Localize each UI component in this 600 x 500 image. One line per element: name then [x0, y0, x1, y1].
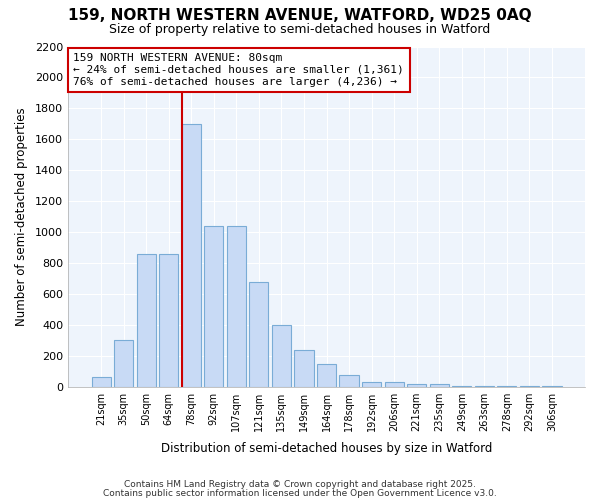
Text: 159 NORTH WESTERN AVENUE: 80sqm
← 24% of semi-detached houses are smaller (1,361: 159 NORTH WESTERN AVENUE: 80sqm ← 24% of… — [73, 54, 404, 86]
X-axis label: Distribution of semi-detached houses by size in Watford: Distribution of semi-detached houses by … — [161, 442, 492, 455]
Bar — [317, 364, 336, 386]
Text: 159, NORTH WESTERN AVENUE, WATFORD, WD25 0AQ: 159, NORTH WESTERN AVENUE, WATFORD, WD25… — [68, 8, 532, 22]
Text: Size of property relative to semi-detached houses in Watford: Size of property relative to semi-detach… — [109, 22, 491, 36]
Bar — [227, 226, 246, 386]
Bar — [385, 382, 404, 386]
Y-axis label: Number of semi-detached properties: Number of semi-detached properties — [15, 108, 28, 326]
Bar — [407, 384, 426, 386]
Bar — [159, 254, 178, 386]
Bar — [250, 282, 268, 387]
Bar — [340, 375, 359, 386]
Bar — [92, 378, 111, 386]
Bar — [137, 254, 156, 386]
Bar — [362, 382, 381, 386]
Bar — [204, 226, 223, 386]
Bar — [272, 325, 291, 386]
Bar — [430, 384, 449, 386]
Bar — [182, 124, 201, 386]
Bar — [114, 340, 133, 386]
Bar — [295, 350, 314, 387]
Text: Contains HM Land Registry data © Crown copyright and database right 2025.: Contains HM Land Registry data © Crown c… — [124, 480, 476, 489]
Text: Contains public sector information licensed under the Open Government Licence v3: Contains public sector information licen… — [103, 488, 497, 498]
